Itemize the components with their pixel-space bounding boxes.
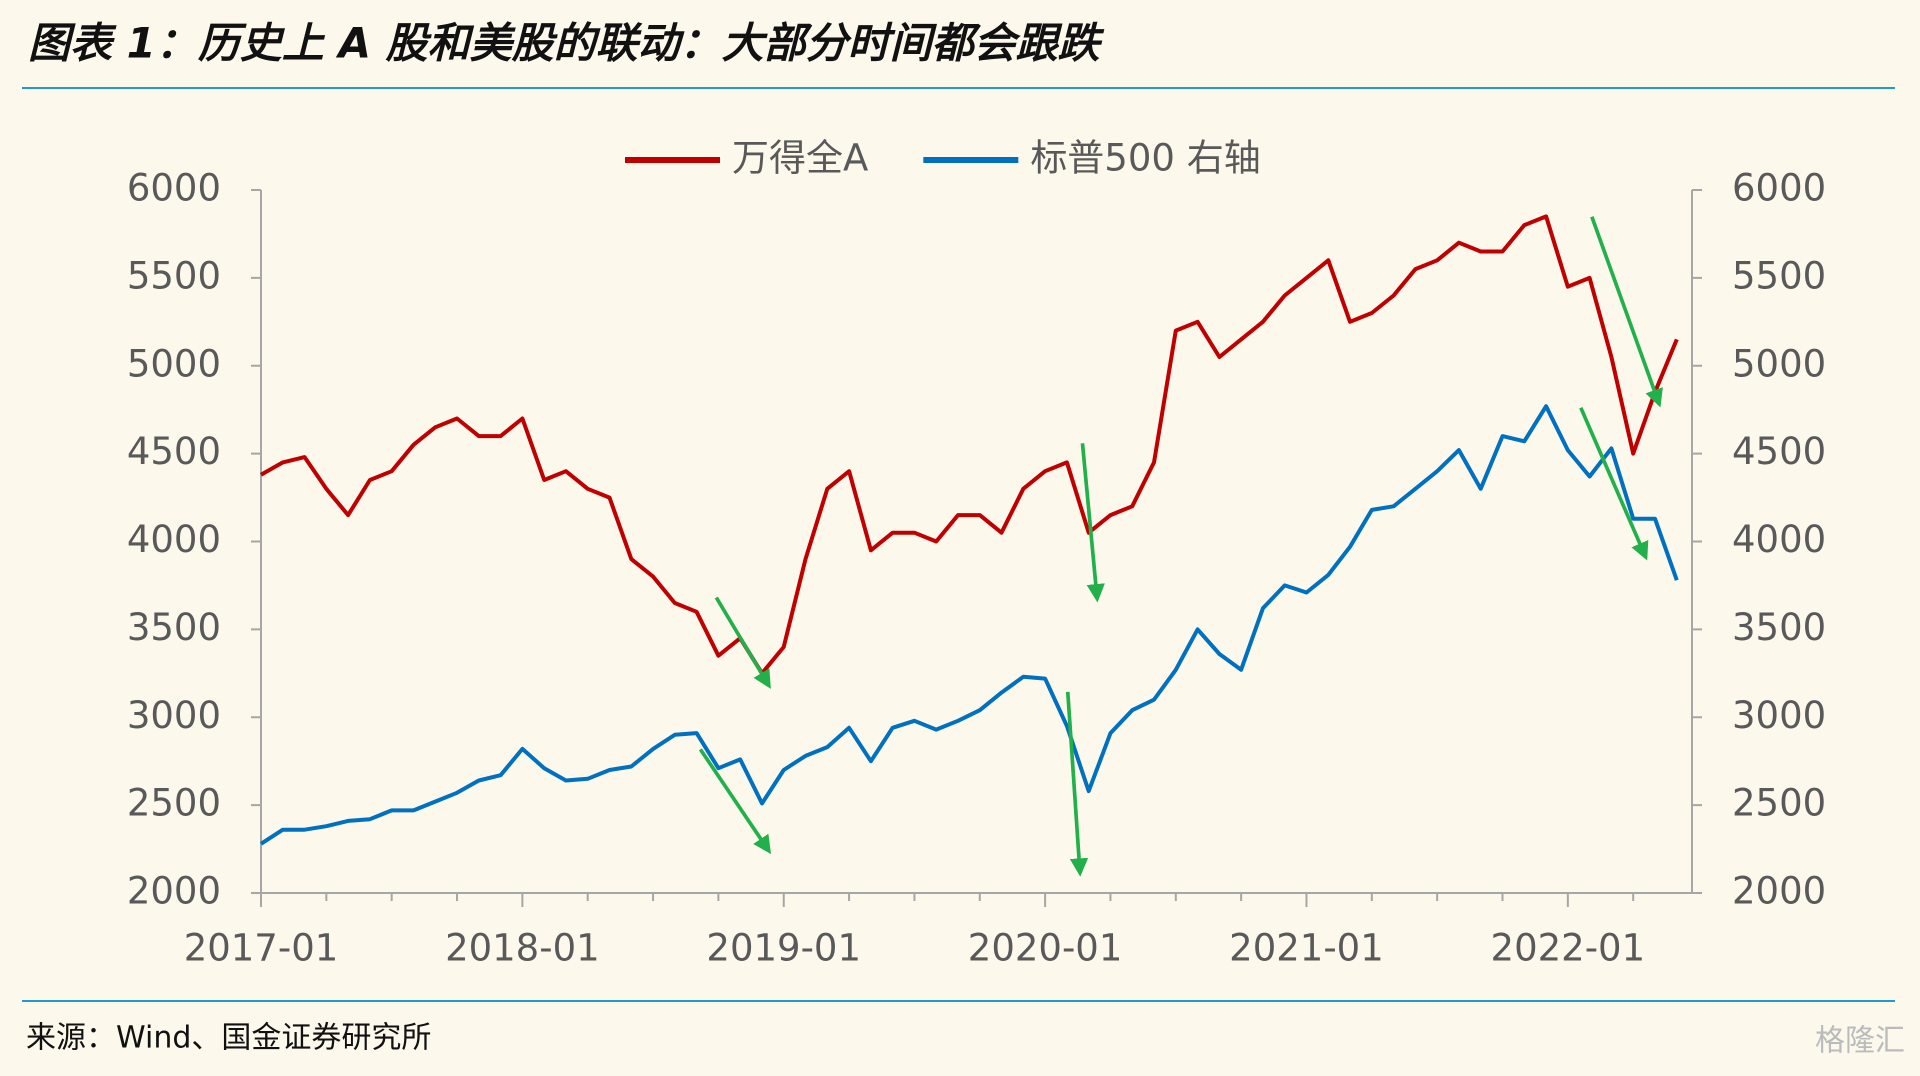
x-tick-label: 2017-01 <box>184 927 339 970</box>
x-tick-label: 2019-01 <box>706 927 861 970</box>
annotation-arrows <box>698 216 1663 877</box>
y-tick-label: 2000 <box>127 870 221 913</box>
x-tick-label: 2021-01 <box>1229 927 1384 970</box>
y2-tick-label: 5500 <box>1732 254 1826 297</box>
chart-title: 图表 1：历史上 A 股和美股的联动：大部分时间都会跟跌 <box>28 19 1105 68</box>
legend-label: 万得全A <box>732 137 868 180</box>
series-line <box>260 214 1679 676</box>
y-tick-label: 4000 <box>127 518 221 561</box>
x-tick-label: 2022-01 <box>1491 927 1646 970</box>
y2-tick-label: 4500 <box>1732 430 1826 473</box>
watermark: 格隆汇 <box>1815 1024 1905 1059</box>
y2-tick-label: 3500 <box>1732 606 1826 649</box>
source: 来源：Wind、国金证券研究所 <box>26 1021 431 1056</box>
y2-tick-label: 6000 <box>1732 167 1826 210</box>
y-tick-label: 2500 <box>127 782 221 825</box>
y-tick-label: 5000 <box>127 342 221 385</box>
legend-label: 标普500 右轴 <box>1030 137 1260 180</box>
y2-tick-label: 3000 <box>1732 694 1826 737</box>
y-tick-label: 5500 <box>127 254 221 297</box>
y-tick-label: 6000 <box>127 167 221 210</box>
y2-tick-label: 4000 <box>1732 518 1826 561</box>
x-tick-label: 2020-01 <box>968 927 1123 970</box>
y2-tick-label: 5000 <box>1732 342 1826 385</box>
x-tick-label: 2018-01 <box>445 927 600 970</box>
series-line <box>259 404 1679 846</box>
y-tick-label: 3500 <box>127 606 221 649</box>
y2-tick-label: 2500 <box>1732 782 1826 825</box>
y2-tick-label: 2000 <box>1732 870 1826 913</box>
y-tick-label: 3000 <box>127 694 221 737</box>
y-tick-label: 4500 <box>127 430 221 473</box>
